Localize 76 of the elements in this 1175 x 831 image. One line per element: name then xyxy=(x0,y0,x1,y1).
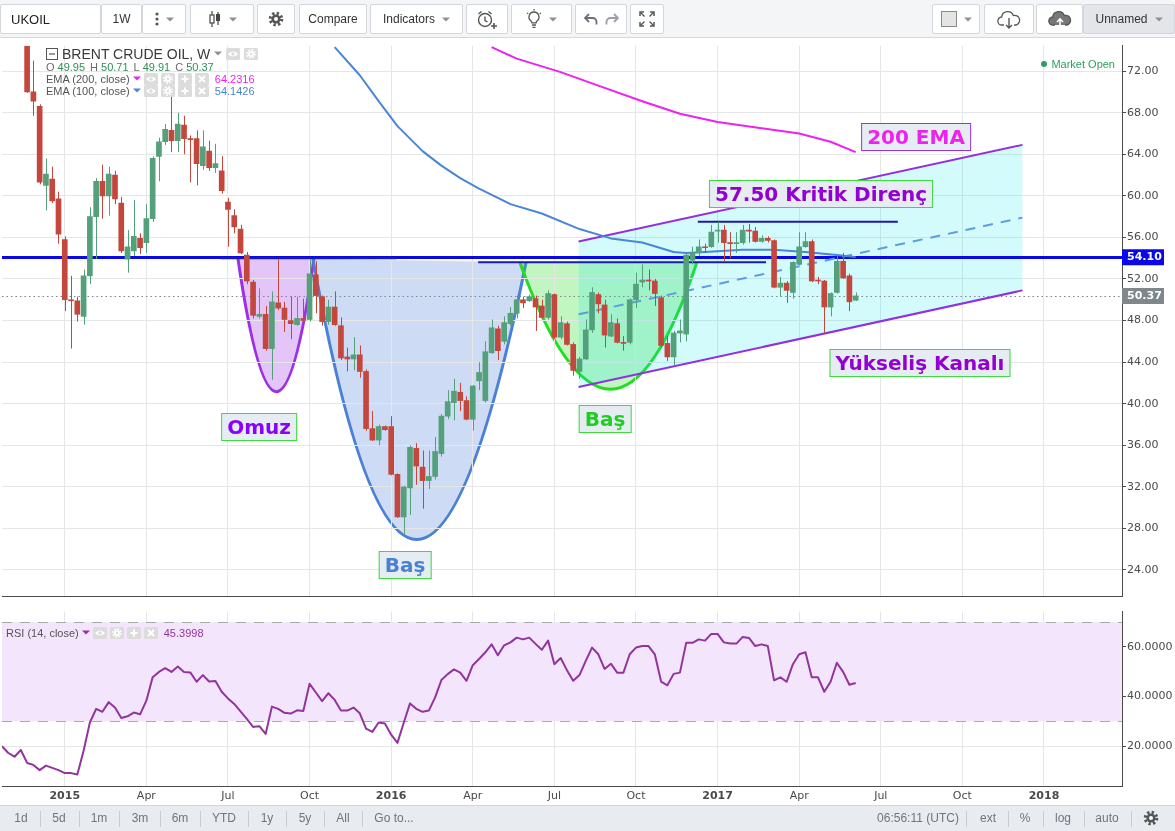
toolbar-button: Unnamed xyxy=(1083,4,1175,34)
x-tick-label: Oct xyxy=(626,789,647,803)
candlestick xyxy=(595,291,602,314)
y-tick-label: 64.00 xyxy=(1127,147,1159,161)
y-tick-label: 72.00 xyxy=(1127,63,1159,77)
candlestick xyxy=(413,442,420,486)
candlestick xyxy=(225,197,231,248)
candlestick xyxy=(43,157,49,211)
y-tick-label: 56.00 xyxy=(1127,230,1159,244)
y-tick-label: 28.00 xyxy=(1127,521,1159,535)
candlestick xyxy=(256,287,263,319)
candlestick xyxy=(287,296,294,340)
y-tick-label: 60.0000 xyxy=(1127,639,1173,653)
toolbar-button: Indicators xyxy=(370,4,463,34)
candlestick xyxy=(218,155,225,195)
candlestick xyxy=(300,298,307,324)
y-tick-label: 24.00 xyxy=(1127,562,1159,576)
annotation: 200 EMA xyxy=(861,122,971,151)
candlestick xyxy=(331,290,338,327)
y-tick-label: 44.00 xyxy=(1127,354,1159,368)
x-tick-label: 2017 xyxy=(702,789,733,803)
annotation: 57.50 Kritik Direnç xyxy=(708,179,934,208)
annotation: Yükseliş Kanalı xyxy=(829,348,1011,377)
candlestick xyxy=(294,296,300,327)
candlestick xyxy=(174,112,181,153)
x-tick-label: Apr xyxy=(789,789,810,803)
candlestick xyxy=(212,143,219,174)
y-tick-label: 36.00 xyxy=(1127,438,1159,452)
x-tick-label: Oct xyxy=(952,789,973,803)
candlestick xyxy=(105,166,112,217)
annotation: 64.2316 xyxy=(214,72,255,85)
x-tick-label: 2016 xyxy=(375,789,407,803)
annotation: O 49.95 H 50.71 L 49.91 C 50.37 xyxy=(46,60,214,73)
candlestick xyxy=(231,208,238,234)
legend-label: EMA (100, close) xyxy=(46,84,130,97)
y-tick-label: 40.00 xyxy=(1127,396,1159,410)
x-tick-label: Jul xyxy=(220,789,235,803)
toolbar-button: 1W xyxy=(101,4,142,34)
candlestick xyxy=(651,278,658,307)
candlestick xyxy=(777,276,784,298)
chart-title: BRENT CRUDE OIL, W xyxy=(62,45,211,62)
y-tick-label: 52.00 xyxy=(1127,271,1159,285)
candlestick xyxy=(313,260,319,314)
toolbar-button: Compare xyxy=(299,4,367,34)
y-tick-label: 40.0000 xyxy=(1127,689,1173,703)
annotation: 54.1426 xyxy=(214,84,255,97)
annotation: Omuz xyxy=(221,413,297,442)
x-tick-label: Jul xyxy=(873,789,888,803)
annotation: Baş xyxy=(378,551,432,580)
y-tick-label: 32.00 xyxy=(1127,479,1159,493)
y-tick-label: 20.0000 xyxy=(1127,738,1173,752)
candlestick xyxy=(200,129,206,171)
candlestick xyxy=(275,258,282,311)
candlestick xyxy=(708,224,715,249)
x-tick-label: Apr xyxy=(136,789,157,803)
x-tick-label: 2018 xyxy=(1028,789,1060,803)
y-tick-label: 48.00 xyxy=(1127,313,1159,327)
legend-label: EMA (200, close) xyxy=(46,72,130,85)
ref-line-label: 50.37 xyxy=(1127,289,1162,303)
legend-label: RSI (14, close) xyxy=(6,626,79,639)
x-tick-label: Jul xyxy=(546,789,562,803)
y-tick-label: 60.00 xyxy=(1127,188,1159,202)
annotation: 45.3998 xyxy=(163,626,204,639)
annotation: Baş xyxy=(578,405,632,434)
toolbar: 1d 5d 1m 3m 6m YTD 1y 5y All Go to... 06:56:11 (UTC) ext % log auto xyxy=(0,805,1175,831)
x-tick-label: Apr xyxy=(463,789,483,803)
x-tick-label: Oct xyxy=(300,789,320,803)
candlestick xyxy=(137,232,143,255)
candlestick xyxy=(608,313,614,338)
y-tick-label: 68.00 xyxy=(1127,105,1159,119)
candlestick xyxy=(495,325,501,361)
x-tick-label: 2015 xyxy=(49,789,81,803)
text-field: UKOIL xyxy=(0,4,101,34)
ref-line-label: 54.10 xyxy=(1127,250,1163,264)
candlestick xyxy=(206,140,212,172)
annotation: Market Open xyxy=(1051,57,1115,70)
